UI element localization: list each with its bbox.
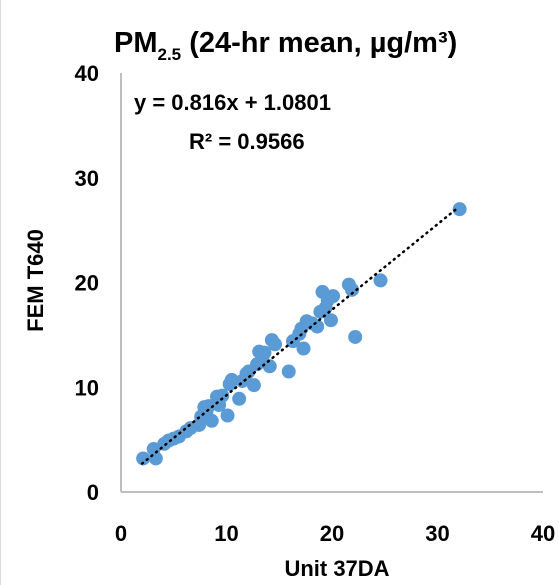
data-point	[345, 282, 360, 297]
trendline-group	[140, 205, 460, 465]
chart-title: PM2.5 (24-hr mean, µg/m³)	[114, 27, 457, 64]
data-point	[220, 408, 235, 423]
x-tick-label: 30	[425, 521, 449, 546]
r-squared-label: R² = 0.9566	[189, 129, 305, 154]
data-point	[323, 313, 338, 328]
chart-title-prefix: PM	[114, 27, 158, 59]
data-point	[201, 399, 216, 414]
chart-title-suffix: (24-hr mean, µg/m³)	[181, 27, 457, 59]
data-point	[246, 378, 261, 393]
data-point	[373, 273, 388, 288]
data-point	[136, 451, 151, 466]
data-point	[452, 202, 467, 217]
y-axis-label: FEM T640	[23, 229, 48, 332]
data-point	[296, 341, 311, 356]
data-point	[268, 337, 283, 352]
data-point	[281, 364, 296, 379]
y-tick-label: 30	[75, 166, 99, 191]
data-point	[215, 388, 230, 403]
data-point	[224, 372, 239, 387]
tick-labels: 0 10 20 30 40 0 10 20 30 40	[75, 61, 556, 546]
x-tick-label: 10	[214, 521, 238, 546]
regression-equation: y = 0.816x + 1.0801	[134, 90, 331, 115]
x-tick-label: 40	[531, 521, 555, 546]
data-point	[310, 319, 325, 334]
data-point	[204, 413, 219, 428]
y-tick-label: 40	[75, 61, 99, 86]
data-point	[262, 359, 277, 374]
data-point	[148, 451, 163, 466]
trendline	[140, 205, 460, 465]
x-axis-label: Unit 37DA	[284, 556, 389, 581]
data-point	[257, 345, 272, 360]
data-point	[348, 329, 363, 344]
y-tick-label: 0	[87, 480, 99, 505]
data-point	[232, 391, 247, 406]
data-point	[326, 289, 341, 304]
x-tick-label: 0	[115, 521, 127, 546]
x-tick-label: 20	[320, 521, 344, 546]
axes	[120, 73, 543, 493]
chart-title-subscript: 2.5	[158, 45, 182, 64]
y-tick-label: 20	[75, 271, 99, 296]
y-tick-label: 10	[75, 375, 99, 400]
